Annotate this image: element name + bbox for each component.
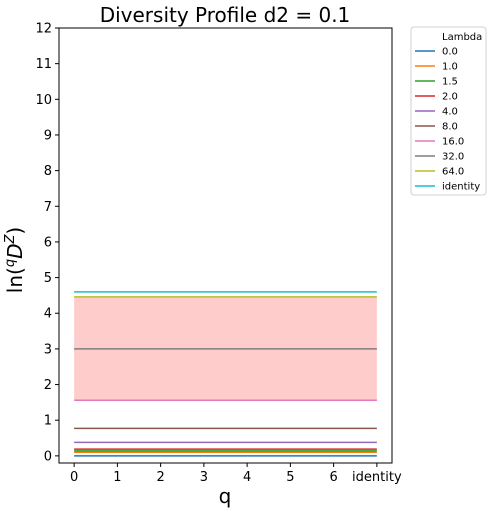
y-axis-label: ln(qDZ): [3, 227, 27, 293]
y-tick-label: 3: [44, 342, 52, 357]
x-axis-label: q: [219, 484, 232, 508]
plot-area: [74, 291, 377, 457]
legend-entry-1.5: 1.5: [442, 77, 458, 88]
y-tick-label: 11: [35, 57, 52, 72]
y-tick-label: 10: [35, 93, 52, 108]
y-tick-label: 0: [44, 449, 52, 464]
legend-title: Lambda: [442, 32, 482, 43]
y-tick-label: 5: [44, 271, 52, 286]
y-tick-label: 12: [35, 22, 52, 37]
x-tick-label: 3: [200, 470, 208, 485]
y-tick-label: 4: [44, 307, 52, 322]
legend-entry-8.0: 8.0: [442, 122, 458, 133]
legend-entry-0.0: 0.0: [442, 47, 458, 58]
x-tick-label: identity: [352, 470, 402, 485]
y-tick-label: 6: [44, 235, 52, 250]
y-tick-label: 7: [44, 200, 52, 215]
x-tick-label: 5: [286, 470, 294, 485]
y-tick-label: 1: [44, 414, 52, 429]
legend-entry-32.0: 32.0: [442, 152, 464, 163]
legend-entry-1.0: 1.0: [442, 62, 458, 73]
x-tick-label: 2: [156, 470, 164, 485]
x-tick-label: 4: [243, 470, 251, 485]
y-tick-label: 9: [44, 128, 52, 143]
x-tick-label: 1: [113, 470, 121, 485]
x-tick-label: 6: [329, 470, 337, 485]
x-tick-label: 0: [70, 470, 78, 485]
legend-entry-4.0: 4.0: [442, 107, 458, 118]
legend-entry-identity: identity: [442, 182, 480, 193]
y-tick-label: 2: [44, 378, 52, 393]
legend-entry-2.0: 2.0: [442, 92, 458, 103]
chart-title: Diversity Profile d2 = 0.1: [100, 3, 351, 27]
legend-entry-16.0: 16.0: [442, 137, 464, 148]
y-tick-label: 8: [44, 164, 52, 179]
plot-frame: [58, 27, 393, 464]
legend-box: [410, 26, 487, 196]
legend-entry-64.0: 64.0: [442, 167, 464, 178]
legend: Lambda 0.0 1.0 1.5 2.0 4.0 8.0 16.0 32.0 64.0 ide…: [410, 26, 487, 196]
